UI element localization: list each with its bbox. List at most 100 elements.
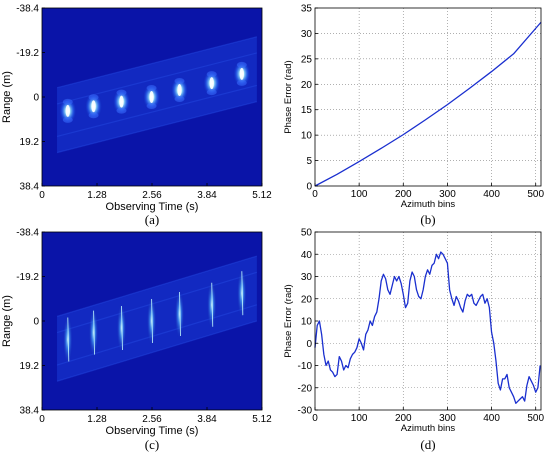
x-tick-label: 1.28: [87, 190, 107, 201]
y-tick-label: -19.2: [16, 272, 39, 283]
scatterer-streak: [206, 278, 217, 331]
scatterer-sidelobe: [206, 89, 217, 96]
scatterer-streak-core: [179, 292, 181, 337]
scatterer-streak-core: [93, 310, 96, 355]
y-tick-label: 0: [33, 317, 39, 328]
y-tick-label: 30: [301, 29, 313, 40]
x-tick-label: 100: [351, 413, 368, 424]
side-lobe-line: [56, 101, 257, 154]
series-line: [314, 251, 541, 404]
scatterer-core: [149, 91, 154, 103]
scatterer-core: [119, 95, 124, 108]
x-tick-label: 400: [483, 413, 500, 424]
scatterer-streak-core: [121, 305, 123, 350]
scatterer-streak-core: [211, 282, 214, 327]
scatterer-core: [239, 67, 245, 80]
x-tick-label: 0: [39, 190, 45, 201]
x-tick-label: 300: [439, 189, 456, 200]
y-tick-label: -38.4: [16, 228, 39, 239]
side-lobe-line: [56, 304, 258, 366]
x-axis-label: Observing Time (s): [106, 425, 199, 437]
scatterer-sidelobe: [236, 79, 247, 86]
x-tick-label: 100: [351, 189, 368, 200]
x-tick-label: 3.84: [197, 414, 217, 425]
y-tick-label: -38.4: [16, 4, 39, 15]
scatterer-core: [91, 100, 96, 113]
side-lobe-line: [56, 36, 257, 89]
x-tick-label: 1.28: [87, 414, 107, 425]
scatterer-sidelobe: [88, 94, 99, 101]
x-tick-label: 200: [395, 413, 412, 424]
scatterer-streak: [236, 267, 247, 320]
y-tick-label: 0: [306, 339, 312, 350]
scatterer-core: [177, 84, 182, 97]
scatterer-sidelobe: [62, 98, 73, 105]
y-tick-label: -19.2: [16, 48, 39, 59]
scatterer-core: [209, 77, 214, 90]
plot-background: [315, 8, 541, 186]
scatterer-core: [65, 104, 70, 117]
y-axis-label: Phase Error (rad): [283, 284, 294, 357]
x-tick-label: 5.12: [252, 190, 272, 201]
scatterer-sidelobe: [174, 96, 185, 103]
panel-c-range-image: 0 1.28 2.56 3.84 5.12 -38.4 -19.2 0 19.2 38.4 Obse…: [1, 228, 272, 453]
panel-caption: (a): [145, 212, 159, 227]
y-tick-label: 19.2: [20, 137, 40, 148]
x-tick-label: 2.56: [142, 414, 162, 425]
signal-band: [57, 256, 257, 382]
x-axis-label: Observing Time (s): [106, 201, 199, 213]
y-tick-label: 40: [301, 250, 313, 261]
x-tick-label: 0: [312, 189, 318, 200]
x-tick-label: 5.12: [252, 414, 272, 425]
panel-caption: (c): [145, 437, 159, 452]
x-tick-label: 500: [527, 189, 544, 200]
y-tick-label: 30: [301, 272, 313, 283]
panel-b-phase-error-plot: 0 100 200 300 400 500 0 5 10 15 20 25 30 35 Azimuth bi…: [283, 4, 544, 228]
x-tick-label: 2.56: [142, 190, 162, 201]
scatterer-sidelobe: [116, 89, 127, 96]
y-axis-label: Range (m): [1, 295, 13, 347]
y-tick-label: -30: [298, 406, 313, 417]
y-tick-label: 25: [301, 54, 313, 65]
y-tick-label: 0: [33, 93, 39, 104]
y-tick-label: -10: [298, 361, 313, 372]
side-lobe-line: [56, 320, 258, 382]
scatterer-sidelobe: [146, 103, 157, 109]
axes-frame: [314, 7, 542, 187]
y-tick-label: 0: [306, 182, 312, 193]
scatterer-sidelobe: [88, 112, 99, 119]
scatterer-sidelobe: [146, 85, 157, 91]
x-tick-label: 0: [312, 413, 318, 424]
panel-caption: (b): [420, 212, 435, 227]
y-tick-label: 5: [306, 156, 312, 167]
scatterer-streak: [62, 313, 73, 366]
y-tick-label: 50: [301, 228, 313, 239]
y-axis-label: Range (m): [1, 71, 13, 123]
y-tick-label: -20: [298, 383, 313, 394]
y-tick-label: 15: [301, 105, 313, 116]
y-tick-label: 10: [301, 317, 313, 328]
x-axis-label: Azimuth bins: [401, 199, 456, 210]
panel-d-phase-error-plot: 0 100 200 300 400 500 -30 -20 -10 0 10 20 30 40 50 Azim…: [283, 228, 544, 453]
y-tick-label: 38.4: [20, 406, 40, 417]
scatterer-sidelobe: [206, 71, 217, 78]
plot-background: [315, 232, 541, 410]
x-axis-label: Azimuth bins: [401, 423, 456, 434]
scatterer-streak-core: [67, 317, 70, 362]
x-tick-label: 500: [527, 413, 544, 424]
side-lobe-line: [56, 255, 258, 317]
y-tick-label: 38.4: [20, 182, 40, 193]
x-tick-label: 0: [39, 414, 45, 425]
panel-caption: (d): [420, 437, 435, 452]
x-tick-label: 200: [395, 189, 412, 200]
scatterer-sidelobe: [62, 116, 73, 123]
y-tick-label: 20: [301, 294, 313, 305]
scatterer-streak-core: [241, 271, 244, 316]
x-tick-label: 300: [439, 413, 456, 424]
x-tick-label: 3.84: [197, 190, 217, 201]
side-lobe-line: [56, 84, 257, 137]
y-axis-label: Phase Error (rad): [283, 60, 294, 133]
scatterer-sidelobe: [236, 61, 247, 68]
y-tick-label: 10: [301, 131, 313, 142]
scatterer-streak: [88, 306, 99, 359]
